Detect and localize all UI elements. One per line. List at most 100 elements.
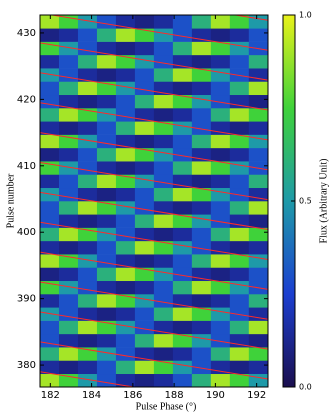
heat-cell — [229, 254, 250, 268]
heat-cell — [96, 28, 117, 42]
heat-cell — [96, 214, 117, 228]
heat-cell — [248, 333, 268, 348]
heat-cell — [77, 214, 98, 228]
heat-cell — [248, 307, 268, 321]
heat-cell — [191, 201, 212, 215]
heat-cell — [77, 294, 98, 308]
heat-cell — [191, 54, 212, 69]
heat-cell — [40, 320, 60, 335]
heat-cell — [153, 333, 174, 348]
heat-cell — [229, 320, 250, 335]
heat-cell — [96, 174, 117, 189]
heat-cell — [229, 267, 250, 282]
heat-cell — [134, 267, 155, 282]
heat-cell — [96, 307, 117, 321]
heat-cell — [191, 294, 212, 308]
heat-cell — [210, 41, 231, 56]
heat-cell — [248, 15, 268, 29]
heat-cell — [229, 121, 250, 135]
plot-frame — [39, 14, 269, 388]
fit-line — [40, 251, 268, 290]
heat-cell — [248, 227, 268, 242]
fit-line — [40, 191, 268, 231]
heat-cell — [191, 307, 212, 321]
heat-cell — [40, 214, 60, 228]
heat-cell — [58, 214, 79, 228]
heat-cell — [248, 201, 268, 215]
heat-cell — [172, 240, 193, 255]
heat-cell — [172, 307, 193, 321]
heat-cell — [248, 320, 268, 335]
heat-cell — [115, 81, 136, 96]
heat-cell — [210, 94, 231, 109]
heat-cell — [58, 161, 79, 175]
heat-cell — [77, 201, 98, 215]
heat-cell — [210, 68, 231, 82]
heat-cell — [172, 94, 193, 109]
heat-cell — [115, 214, 136, 228]
heat-cell — [153, 307, 174, 321]
heat-cell — [134, 134, 155, 149]
heat-cell — [191, 161, 212, 175]
heat-cell — [191, 333, 212, 348]
heat-cell — [96, 267, 117, 282]
heat-cell — [153, 280, 174, 295]
fit-line — [49, 15, 268, 51]
fit-line — [40, 72, 268, 111]
heat-cell — [191, 187, 212, 202]
heat-cell — [210, 161, 231, 175]
heat-cell — [210, 254, 231, 268]
colorbar-label: Flux (Arbitrary Unit) — [318, 159, 329, 244]
heat-cell — [248, 94, 268, 109]
heat-cell — [96, 227, 117, 242]
heat-cell — [134, 201, 155, 215]
y-tick-label: 410 — [17, 161, 36, 172]
heat-cell — [134, 174, 155, 189]
heat-cell — [134, 214, 155, 228]
heat-cell — [248, 187, 268, 202]
heat-cell — [40, 240, 60, 255]
heat-cell — [248, 240, 268, 255]
x-tick-label: 182 — [41, 390, 60, 401]
heat-cell — [210, 147, 231, 162]
heat-cell — [248, 134, 268, 149]
heat-cell — [58, 201, 79, 215]
heat-cell — [77, 360, 98, 375]
fit-line — [40, 132, 268, 171]
heat-cell — [96, 134, 117, 149]
heat-cell — [172, 254, 193, 268]
heat-cell — [58, 41, 79, 56]
heat-cell — [134, 108, 155, 122]
heat-cell — [210, 280, 231, 295]
fit-line — [40, 341, 268, 380]
heat-cell — [153, 54, 174, 69]
heat-cell — [153, 41, 174, 56]
heat-cell — [58, 294, 79, 308]
heat-cell — [172, 267, 193, 282]
heat-cell — [77, 254, 98, 268]
heat-cell — [210, 307, 231, 321]
heat-cell — [115, 333, 136, 348]
heat-cell — [172, 147, 193, 162]
heat-cell — [153, 214, 174, 228]
heat-cell — [58, 267, 79, 282]
heat-cell — [248, 254, 268, 268]
heat-cell — [229, 307, 250, 321]
heat-cell — [153, 360, 174, 375]
heat-cell — [40, 147, 60, 162]
heat-cell — [134, 227, 155, 242]
x-tick-label: 192 — [247, 390, 266, 401]
heat-cell — [58, 94, 79, 109]
heat-cell — [210, 227, 231, 242]
heat-cell — [153, 174, 174, 189]
heat-cell — [229, 227, 250, 242]
heat-cell — [115, 15, 136, 29]
heat-cell — [96, 94, 117, 109]
heat-cell — [229, 187, 250, 202]
heat-cell — [58, 333, 79, 348]
heat-cell — [115, 294, 136, 308]
heat-cell — [191, 68, 212, 82]
heat-cell — [210, 174, 231, 189]
heat-cell — [96, 333, 117, 348]
heat-cell — [134, 307, 155, 321]
